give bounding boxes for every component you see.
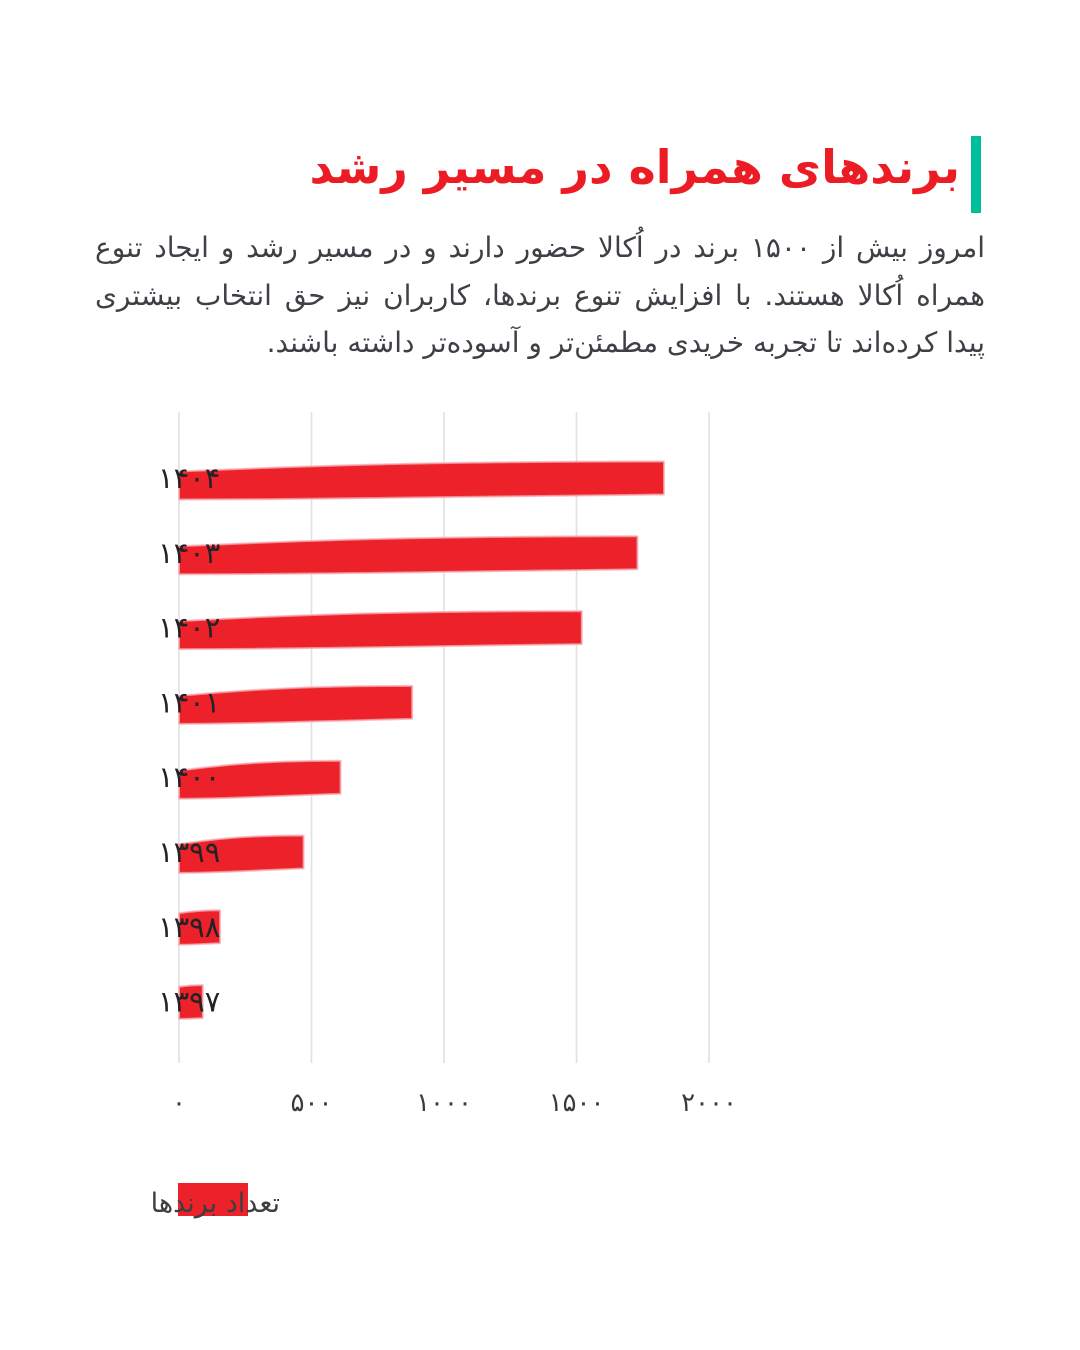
legend-swatch bbox=[178, 1183, 248, 1216]
bar-۱۴۰۲ bbox=[178, 610, 583, 651]
bar-۱۳۹۷ bbox=[178, 984, 204, 1020]
bar-۱۳۹۹ bbox=[178, 834, 305, 874]
year-label-۱۴۰۱: ۱۴۰۱ bbox=[158, 685, 220, 719]
year-label-۱۴۰۲: ۱۴۰۲ bbox=[158, 611, 220, 645]
title-accent-bar bbox=[971, 136, 981, 213]
bar-۱۳۹۸ bbox=[178, 909, 222, 946]
legend-label: تعداد برندها bbox=[151, 1188, 280, 1219]
bar-۱۴۰۴ bbox=[178, 460, 665, 501]
x-tick-label-۰: ۰ bbox=[172, 1088, 186, 1118]
year-label-۱۴۰۰: ۱۴۰۰ bbox=[158, 760, 220, 794]
year-label-۱۳۹۸: ۱۳۹۸ bbox=[158, 910, 220, 944]
x-tick-label-۱۵۰۰: ۱۵۰۰ bbox=[549, 1088, 605, 1118]
year-label-۱۳۹۷: ۱۳۹۷ bbox=[158, 985, 220, 1019]
year-label-۱۳۹۹: ۱۳۹۹ bbox=[158, 835, 220, 869]
x-tick-label-۱۰۰۰: ۱۰۰۰ bbox=[416, 1088, 472, 1118]
page-title: برندهای همراه در مسیر رشد bbox=[309, 140, 960, 194]
bar-۱۴۰۰ bbox=[178, 759, 342, 800]
bar-۱۴۰۳ bbox=[178, 535, 639, 576]
x-tick-label-۲۰۰۰: ۲۰۰۰ bbox=[681, 1088, 737, 1118]
year-label-۱۴۰۳: ۱۴۰۳ bbox=[158, 536, 220, 570]
bar-۱۴۰۱ bbox=[178, 684, 414, 725]
year-label-۱۴۰۴: ۱۴۰۴ bbox=[158, 461, 220, 495]
intro-paragraph: امروز بیش از ۱۵۰۰ برند در اُکالا حضور دا… bbox=[95, 231, 985, 360]
x-tick-label-۵۰۰: ۵۰۰ bbox=[291, 1088, 333, 1118]
